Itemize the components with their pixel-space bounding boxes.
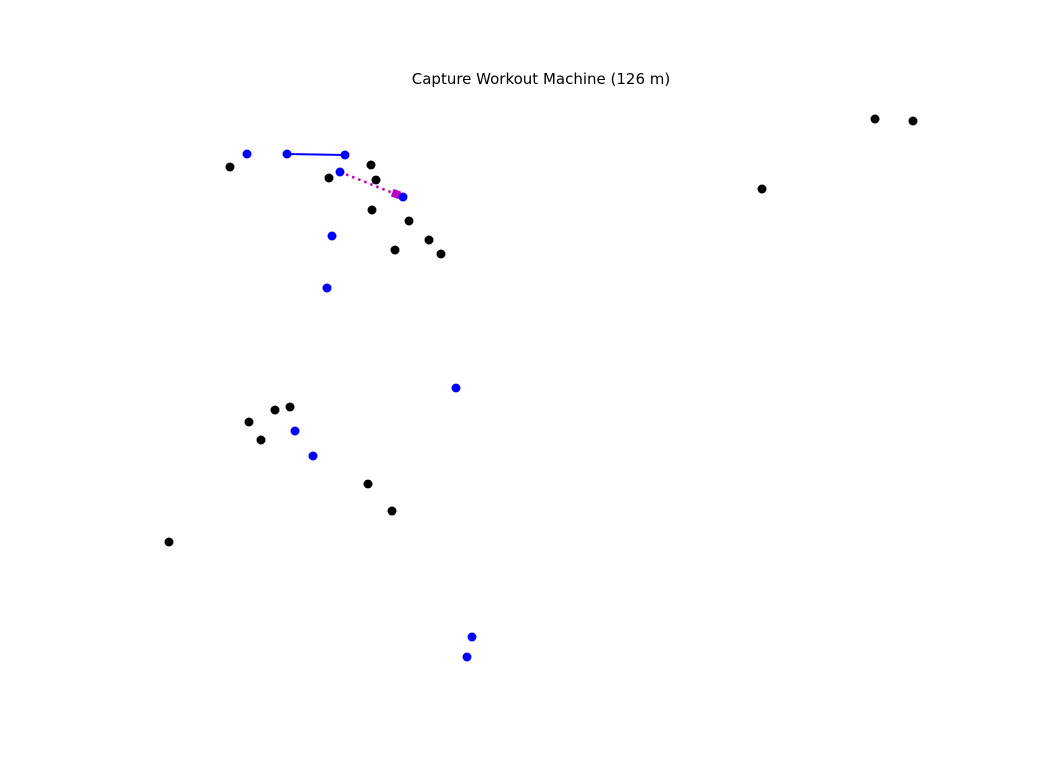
solid-line-segment-0: [286, 153, 346, 156]
black-point-17: [387, 506, 397, 516]
chart-title: Capture Workout Machine (126 m): [412, 70, 670, 88]
black-point-0: [225, 162, 235, 172]
black-point-12: [285, 402, 295, 412]
blue-point-6: [322, 283, 332, 293]
black-point-13: [270, 405, 280, 415]
blue-point-3: [335, 167, 345, 177]
blue-point-9: [308, 451, 318, 461]
black-point-1: [324, 173, 334, 183]
black-point-11: [757, 184, 767, 194]
blue-point-7: [451, 383, 461, 393]
blue-point-2: [340, 150, 350, 160]
blue-point-0: [242, 149, 252, 159]
black-point-8: [436, 249, 446, 259]
blue-point-1: [282, 149, 292, 159]
black-point-15: [256, 435, 266, 445]
black-point-18: [164, 537, 174, 547]
blue-point-10: [467, 632, 477, 642]
black-point-4: [367, 205, 377, 215]
black-point-9: [870, 114, 880, 124]
blue-point-4: [398, 192, 408, 202]
blue-point-5: [327, 231, 337, 241]
black-point-14: [244, 417, 254, 427]
black-point-7: [390, 245, 400, 255]
black-point-3: [371, 175, 381, 185]
black-point-5: [404, 216, 414, 226]
black-point-10: [908, 116, 918, 126]
blue-point-8: [290, 426, 300, 436]
black-point-6: [424, 235, 434, 245]
points-layer: [164, 114, 918, 662]
black-point-16: [363, 479, 373, 489]
blue-point-11: [462, 652, 472, 662]
dotted-line-segment-1: [339, 170, 404, 199]
segments-layer: [286, 153, 404, 199]
black-point-2: [366, 160, 376, 170]
